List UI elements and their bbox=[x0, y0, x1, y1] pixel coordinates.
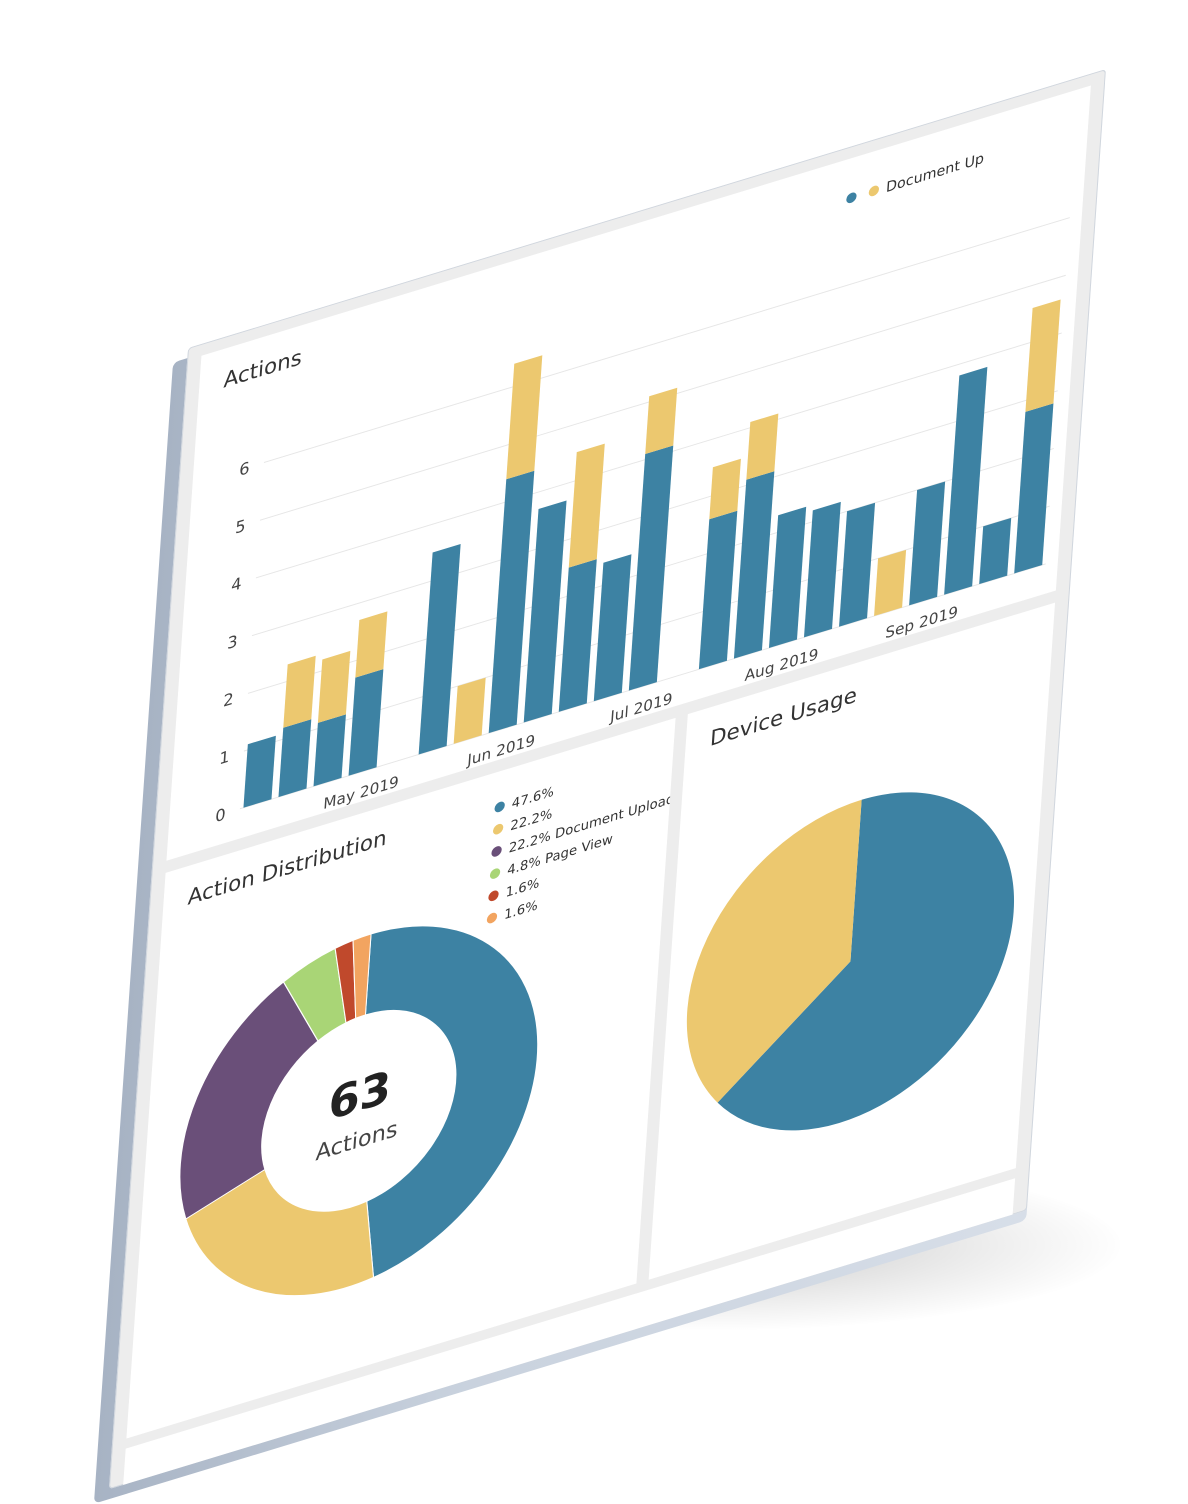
bar-segment-series-0 bbox=[593, 554, 632, 702]
action-distribution-card: Action Distribution 47.6% 22.2% 22.2% Docu… bbox=[126, 717, 676, 1439]
legend-marker bbox=[846, 192, 857, 204]
legend-marker bbox=[494, 801, 505, 813]
y-gridline bbox=[263, 217, 1070, 463]
y-tick-label: 2 bbox=[223, 689, 235, 711]
bar-segment-series-0 bbox=[909, 481, 946, 606]
actions-chart-card: Actions 0 1 2 3 4 5 6 May 2019 Jun 2019 Jul 2019 A… bbox=[166, 85, 1091, 861]
bar-segment-series-0 bbox=[804, 501, 841, 638]
bar-segment-series-0 bbox=[243, 735, 276, 808]
bar-segment-series-0 bbox=[839, 502, 876, 627]
y-tick-label: 3 bbox=[227, 631, 239, 653]
y-tick-label: 1 bbox=[219, 747, 231, 769]
bar-segment-series-1 bbox=[746, 413, 779, 480]
legend-marker bbox=[493, 823, 504, 835]
bar-segment-series-0 bbox=[278, 719, 312, 798]
dashboard-screen: Actions 0 1 2 3 4 5 6 May 2019 Jun 2019 Jul 2019 A… bbox=[108, 69, 1106, 1490]
bar-segment-series-0 bbox=[1014, 403, 1054, 574]
legend-label: 1.6% bbox=[504, 897, 539, 923]
y-tick-label: 5 bbox=[235, 516, 247, 538]
bar-segment-series-1 bbox=[453, 677, 486, 744]
bar-segment-series-0 bbox=[628, 445, 674, 691]
bar-segment-series-1 bbox=[645, 387, 678, 454]
bar-segment-series-1 bbox=[874, 549, 907, 617]
y-tick-label: 4 bbox=[231, 574, 243, 596]
bar-segment-series-1 bbox=[355, 611, 388, 678]
bar-segment-series-0 bbox=[418, 543, 461, 755]
pie-slice bbox=[686, 799, 862, 1103]
bar-segment-series-1 bbox=[283, 655, 316, 728]
bar-segment-series-1 bbox=[709, 458, 741, 520]
bar-segment-series-0 bbox=[348, 669, 384, 776]
y-tick-label: 6 bbox=[239, 458, 251, 480]
bar-segment-series-0 bbox=[523, 500, 567, 723]
legend-marker bbox=[868, 185, 879, 197]
device-usage-card: Device Usage bbox=[648, 602, 1056, 1280]
bar-segment-series-1 bbox=[506, 355, 543, 480]
bar-segment-series-0 bbox=[698, 510, 738, 670]
y-tick-label: 0 bbox=[215, 805, 227, 827]
bar-segment-series-0 bbox=[979, 517, 1012, 585]
bar-segment-series-0 bbox=[558, 559, 597, 712]
bar-segment-series-0 bbox=[768, 506, 807, 648]
donut-slice bbox=[364, 925, 539, 1279]
donut-slice bbox=[352, 933, 372, 1019]
device-usage-pie bbox=[686, 792, 1015, 1131]
bar-segment-series-0 bbox=[488, 470, 535, 734]
legend-marker bbox=[488, 890, 499, 902]
bar-segment-series-1 bbox=[1025, 299, 1061, 412]
bar-segment-series-0 bbox=[944, 366, 988, 595]
legend-label: Document Up bbox=[886, 150, 985, 196]
bar-segment-series-0 bbox=[313, 714, 346, 787]
legend-label: 1.6% bbox=[505, 875, 540, 901]
donut-slice bbox=[185, 1168, 375, 1297]
pie-slice bbox=[717, 792, 1015, 1131]
bar-segment-series-0 bbox=[733, 471, 775, 659]
legend-marker bbox=[486, 912, 498, 924]
legend-marker bbox=[491, 846, 502, 857]
donut-slice bbox=[179, 981, 319, 1220]
tablet-device: Actions 0 1 2 3 4 5 6 May 2019 Jun 2019 Jul 2019 A… bbox=[93, 69, 1106, 1504]
legend-marker bbox=[489, 868, 501, 879]
bar-segment-series-1 bbox=[568, 443, 605, 568]
bar-segment-series-1 bbox=[317, 650, 351, 723]
